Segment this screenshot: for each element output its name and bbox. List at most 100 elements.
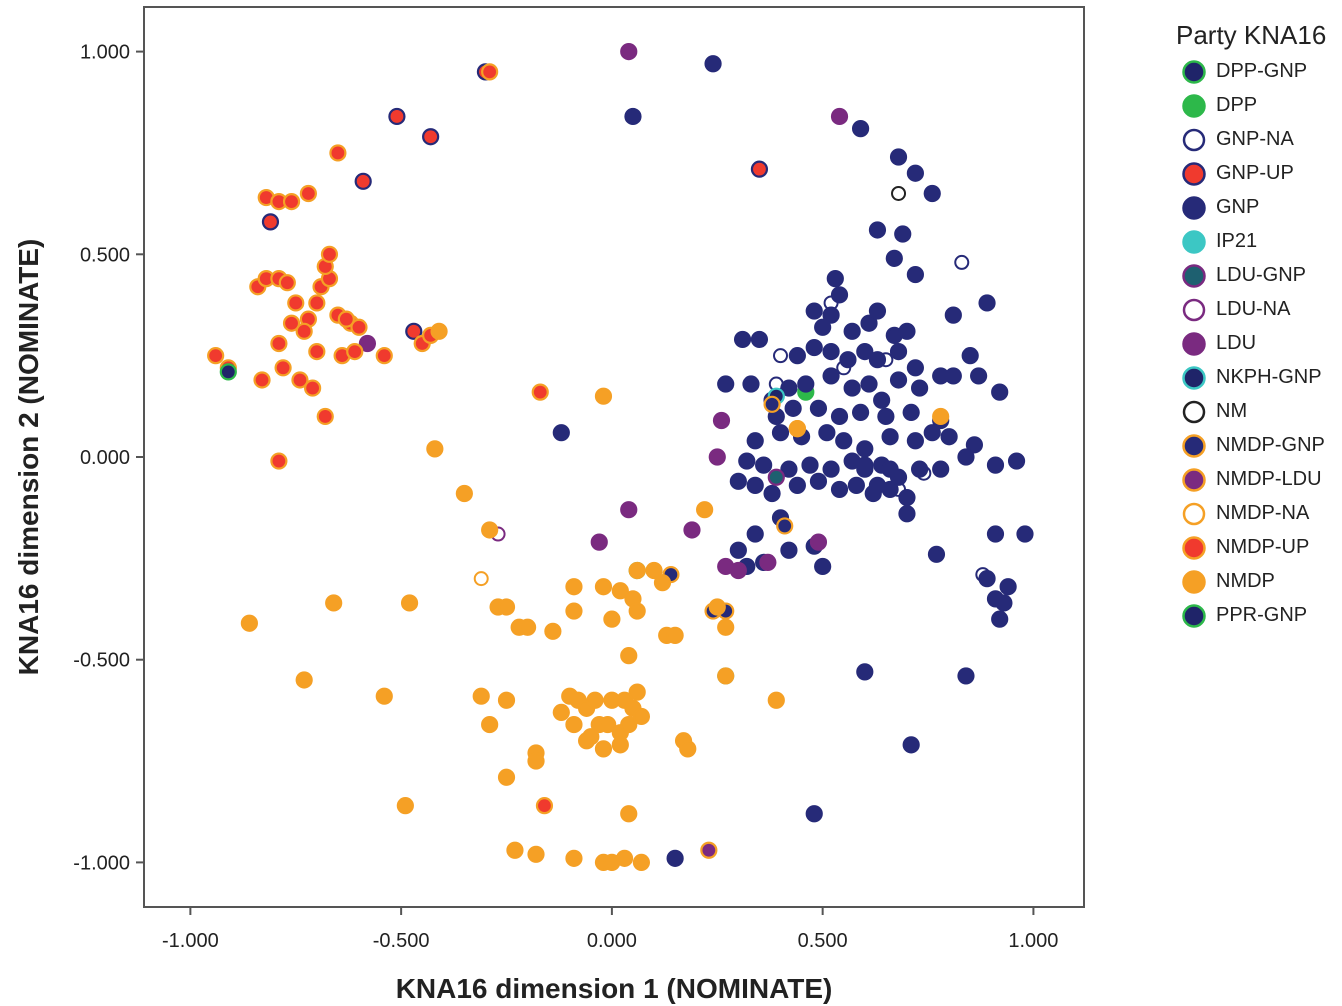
data-point xyxy=(620,805,638,823)
legend-marker xyxy=(1182,128,1206,152)
data-point xyxy=(801,456,819,474)
data-point xyxy=(889,148,908,166)
data-point xyxy=(405,322,423,340)
legend-marker xyxy=(1182,502,1206,526)
data-point xyxy=(771,424,790,442)
data-point xyxy=(965,436,984,454)
data-point xyxy=(729,472,747,490)
data-point xyxy=(527,752,545,770)
legend-label: DPP xyxy=(1216,94,1258,116)
data-point xyxy=(818,424,836,442)
y-tick-label: -0.500 xyxy=(73,650,130,672)
legend-marker xyxy=(1182,366,1206,390)
data-point xyxy=(704,55,722,73)
data-point xyxy=(927,545,946,563)
data-point xyxy=(346,342,364,361)
series-nmdp-up xyxy=(207,63,554,815)
legend-item: PPR-GNP xyxy=(1172,599,1340,633)
data-point xyxy=(337,310,355,328)
x-tick-label: 0.500 xyxy=(798,930,848,952)
data-point xyxy=(856,440,874,458)
data-point xyxy=(944,306,962,324)
data-point xyxy=(278,274,296,292)
x-tick-label: 0.000 xyxy=(587,930,637,952)
data-point xyxy=(911,379,929,397)
data-point xyxy=(932,407,950,426)
data-point xyxy=(995,594,1013,612)
data-point xyxy=(620,42,638,61)
data-point xyxy=(868,476,887,494)
data-point xyxy=(620,501,638,519)
legend-label: GNP-UP xyxy=(1216,162,1294,184)
data-point xyxy=(611,582,629,600)
legend-title: Party KNA16 xyxy=(1176,20,1327,50)
data-point xyxy=(750,160,769,178)
data-point xyxy=(763,395,781,413)
legend-label: LDU-NA xyxy=(1216,298,1291,320)
series-nm xyxy=(891,185,907,201)
legend-marker xyxy=(1182,94,1206,118)
data-point xyxy=(282,192,301,211)
legend-marker xyxy=(1182,604,1206,628)
data-point xyxy=(902,403,920,422)
data-point xyxy=(797,375,815,393)
data-point xyxy=(746,525,764,543)
legend: Party KNA16 DPP-GNP DPP GNP-NA GNP-UP GNP IP2… xyxy=(1172,20,1340,633)
data-point xyxy=(940,428,958,446)
data-point xyxy=(329,144,347,162)
legend-marker xyxy=(1182,570,1206,594)
plot-frame xyxy=(143,6,1085,908)
legend-items: DPP-GNP DPP GNP-NA GNP-UP GNP IP21 LDU-GNP LDU-… xyxy=(1172,55,1340,633)
data-point xyxy=(717,667,735,685)
data-point xyxy=(906,359,924,377)
data-point xyxy=(986,525,1005,543)
data-point xyxy=(970,367,988,385)
data-point xyxy=(780,379,798,397)
legend-marker xyxy=(1182,468,1206,492)
data-point xyxy=(822,367,840,385)
data-point xyxy=(308,294,326,312)
data-point xyxy=(898,488,916,507)
series-nmdp xyxy=(240,322,950,872)
data-point xyxy=(923,184,941,203)
data-point xyxy=(805,338,823,357)
data-point xyxy=(531,383,549,401)
data-point xyxy=(733,330,752,349)
legend-marker xyxy=(1182,264,1206,288)
data-point xyxy=(527,845,545,863)
data-point xyxy=(578,732,596,750)
data-point xyxy=(455,484,473,503)
data-point xyxy=(679,740,697,758)
legend-label: IP21 xyxy=(1216,230,1258,252)
data-point xyxy=(911,460,929,478)
data-point xyxy=(350,318,368,336)
data-point xyxy=(835,432,853,450)
data-point xyxy=(986,456,1005,474)
data-point xyxy=(535,797,554,815)
data-point xyxy=(746,432,764,450)
data-point xyxy=(978,294,996,312)
data-point xyxy=(712,411,731,430)
legend-item: NKPH-GNP xyxy=(1172,361,1340,395)
series-ldu xyxy=(358,42,849,580)
data-point xyxy=(375,347,393,365)
y-tick-label: 1.000 xyxy=(80,42,130,64)
data-point xyxy=(856,456,874,474)
series-nmdp-ldu xyxy=(700,841,718,859)
x-tick-label: -0.500 xyxy=(373,930,430,952)
data-point xyxy=(430,322,448,340)
y-tick-label: 0.000 xyxy=(80,447,130,469)
data-point xyxy=(898,505,916,523)
legend-item: DPP-GNP xyxy=(1172,55,1340,89)
x-tick-label: 1.000 xyxy=(1008,930,1058,952)
data-point xyxy=(316,407,334,426)
data-point xyxy=(481,521,499,539)
data-point xyxy=(932,460,950,478)
y-axis: 1.000 0.500 0.000 -0.500 -1.000 xyxy=(73,42,144,874)
data-point xyxy=(961,347,979,365)
data-point xyxy=(822,306,840,324)
x-axis-title: KNA16 dimension 1 (NOMINATE) xyxy=(396,973,833,1004)
data-point xyxy=(645,561,663,580)
data-point xyxy=(518,618,537,636)
legend-item: NMDP-NA xyxy=(1172,497,1340,531)
